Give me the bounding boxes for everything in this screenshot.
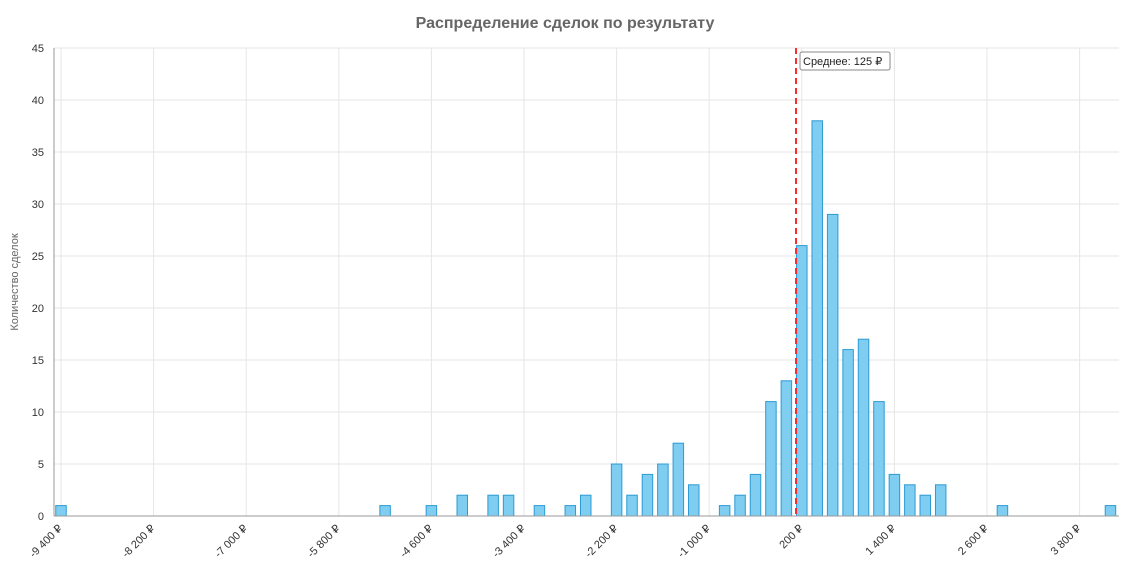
histogram-bar	[610, 463, 623, 517]
grid-lines	[54, 47, 1119, 517]
chart-title: Распределение сделок по результату	[416, 15, 715, 32]
histogram-bar	[826, 213, 839, 517]
histogram-bar	[533, 505, 546, 517]
y-tick-label: 20	[32, 303, 44, 315]
y-tick-label: 45	[32, 43, 44, 55]
x-tick-label: 1 400 ₽	[863, 523, 898, 558]
x-tick-label: -1 000 ₽	[676, 523, 714, 561]
histogram-bar	[842, 349, 854, 517]
mean-label: Среднее: 125 ₽	[803, 56, 882, 68]
x-tick-label: -4 600 ₽	[398, 523, 436, 561]
axes	[53, 48, 1119, 517]
y-tick-label: 0	[38, 511, 44, 523]
histogram-bar	[456, 494, 469, 517]
histogram-bars	[55, 120, 1117, 517]
x-tick-label: 3 800 ₽	[1049, 523, 1084, 558]
mean-label-box	[799, 51, 891, 71]
tick-labels: 0 5 10 15 20 25 30 35 40 45 -9 400 ₽ -8 200 ₽ -7 000…	[27, 43, 1083, 560]
histogram-bar	[888, 473, 901, 517]
x-tick-label: -3 400 ₽	[490, 523, 528, 561]
histogram-bar	[796, 245, 808, 517]
x-tick-label: 200 ₽	[777, 523, 806, 552]
y-tick-label: 40	[32, 95, 44, 107]
histogram-bar	[934, 484, 947, 517]
y-tick-label: 10	[32, 407, 44, 419]
x-tick-label: -8 200 ₽	[120, 523, 158, 561]
histogram-bar	[487, 494, 499, 517]
histogram-bar	[857, 338, 870, 517]
y-axis-label: Количество сделок	[9, 233, 21, 330]
histogram-bar	[564, 505, 577, 517]
histogram-bar	[718, 505, 731, 517]
histogram-bar	[873, 401, 885, 517]
histogram-bar	[579, 494, 592, 517]
histogram-bar	[734, 494, 746, 517]
x-tick-label: -7 000 ₽	[213, 523, 251, 561]
histogram-bar	[904, 484, 916, 517]
x-tick-label: -9 400 ₽	[27, 523, 65, 561]
x-tick-label: -2 200 ₽	[583, 523, 621, 561]
histogram-bar	[626, 494, 638, 517]
histogram-bar	[749, 473, 762, 517]
histogram-bar	[672, 442, 685, 517]
histogram-bar	[765, 401, 777, 517]
histogram-bar	[811, 120, 823, 517]
histogram-bar	[55, 505, 67, 517]
histogram-bar	[1104, 505, 1117, 517]
y-tick-label: 5	[38, 459, 44, 471]
x-tick-label: 2 600 ₽	[956, 523, 991, 558]
x-tick-label: -5 800 ₽	[305, 523, 343, 561]
histogram-bar	[657, 463, 669, 517]
histogram-bar	[996, 505, 1009, 517]
y-tick-label: 15	[32, 355, 44, 367]
y-tick-label: 35	[32, 147, 44, 159]
y-tick-label: 25	[32, 251, 44, 263]
histogram-bar	[688, 484, 700, 517]
histogram-bar	[919, 494, 932, 517]
histogram-bar	[379, 505, 391, 517]
histogram-bar	[641, 473, 654, 517]
mean-marker: Среднее: 125 ₽	[795, 48, 891, 516]
histogram-bar	[780, 380, 793, 517]
histogram-bar	[502, 494, 515, 517]
histogram-bar	[425, 505, 438, 517]
y-tick-label: 30	[32, 199, 44, 211]
